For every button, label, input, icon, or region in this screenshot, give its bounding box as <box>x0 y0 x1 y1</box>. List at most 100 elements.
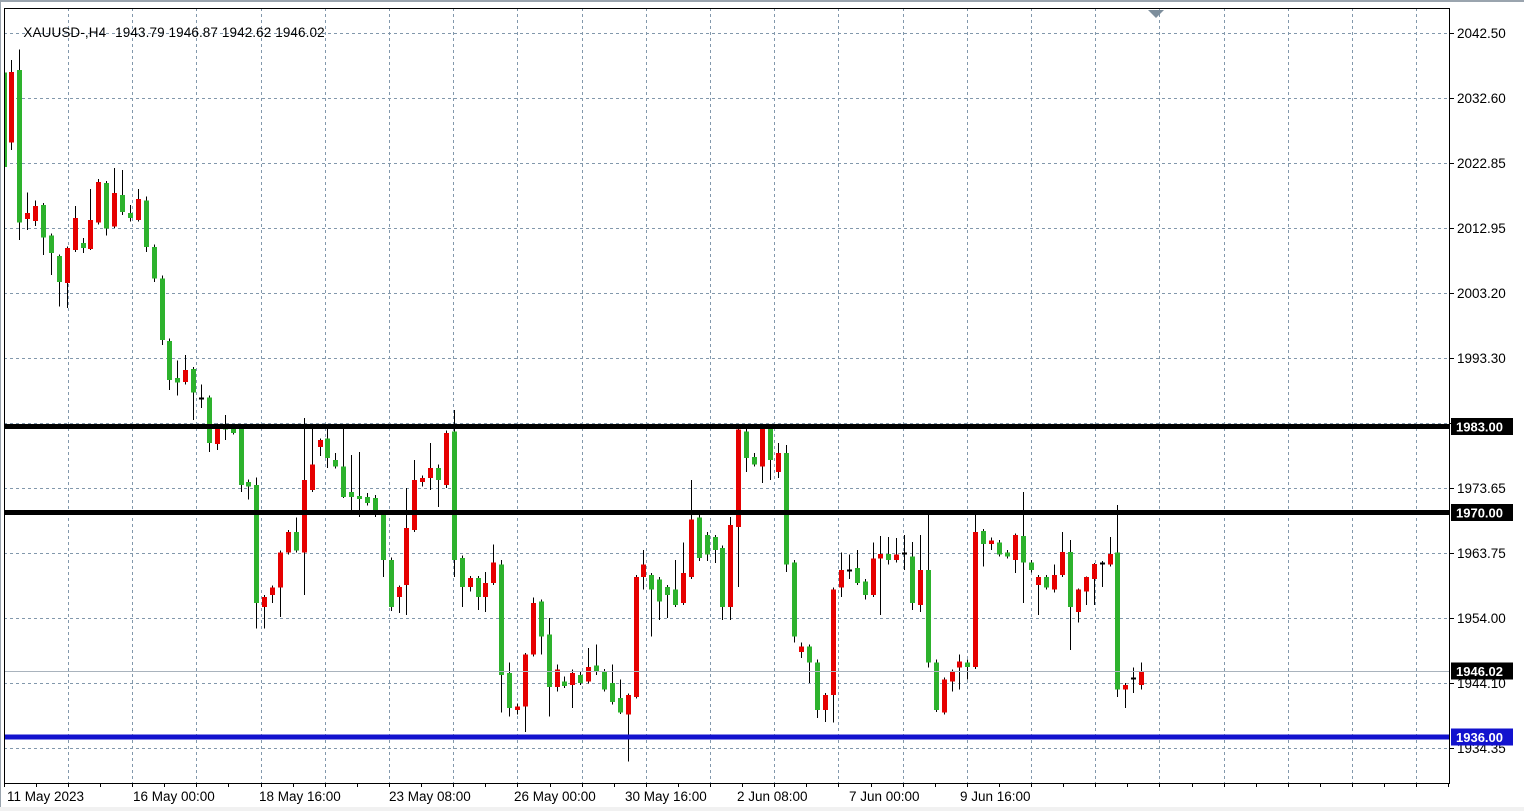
candle <box>626 693 631 762</box>
candle <box>175 360 180 396</box>
bear-candle-body <box>452 431 457 560</box>
candle <box>531 597 536 657</box>
bull-candle-body <box>823 694 828 710</box>
bear-candle-body <box>128 212 133 219</box>
bull-candle-body <box>894 554 899 560</box>
candle <box>713 534 718 564</box>
bear-candle-body <box>254 485 259 603</box>
candle <box>799 642 804 658</box>
symbol-period-label: XAUUSD-,H4 <box>23 25 107 40</box>
candle <box>697 514 702 562</box>
bear-candle-body <box>207 397 212 443</box>
bull-candle-body <box>634 577 639 697</box>
window-frame-top <box>0 0 1524 2</box>
bear-candle-body <box>246 481 251 487</box>
bear-candle-body <box>1021 536 1026 563</box>
time-tick-label: 23 May 08:00 <box>389 789 471 804</box>
price-label-badge: 1946.02 <box>1451 662 1513 680</box>
bull-candle-body <box>728 524 733 607</box>
price-level-line[interactable] <box>4 734 1449 740</box>
candle <box>681 542 686 605</box>
candle <box>728 516 733 621</box>
price-tick-label: 1954.00 <box>1457 611 1506 626</box>
bull-candle-body <box>831 589 836 695</box>
bear-candle-body <box>191 368 196 393</box>
candle <box>768 425 773 480</box>
chart-shift-marker-icon[interactable] <box>1148 10 1164 18</box>
candle <box>270 585 275 603</box>
price-tick-label: 1963.75 <box>1457 546 1506 561</box>
bull-candle-body <box>318 440 323 447</box>
candle <box>428 442 433 490</box>
candle <box>341 427 346 498</box>
candle <box>863 579 868 600</box>
bear-candle-body <box>673 589 678 605</box>
candle <box>136 189 141 222</box>
candle <box>1068 540 1073 650</box>
bull-candle-body <box>1060 551 1065 576</box>
bear-candle-body <box>365 497 370 504</box>
candle <box>720 545 725 621</box>
price-level-line[interactable] <box>4 423 1449 429</box>
candle <box>784 444 789 572</box>
time-tick-label: 26 May 00:00 <box>514 789 596 804</box>
price-tick-label: 2022.85 <box>1457 156 1506 171</box>
candle <box>1076 588 1081 623</box>
candle <box>191 366 196 420</box>
price-level-line[interactable] <box>4 509 1449 515</box>
bear-candle-body <box>5 72 7 168</box>
candle <box>254 477 259 629</box>
plot-area[interactable] <box>4 8 1449 783</box>
candle <box>444 430 449 488</box>
candle <box>468 575 473 592</box>
bull-candle-body <box>1092 563 1097 580</box>
candle <box>452 409 457 578</box>
price-label-badge: 1936.00 <box>1451 728 1513 746</box>
bull-candle-body <box>1076 589 1081 613</box>
bull-candle-body <box>1052 575 1057 590</box>
bear-candle-body <box>294 532 299 551</box>
candles-series <box>5 49 1144 762</box>
price-tick-label: 1973.65 <box>1457 481 1506 496</box>
candle <box>112 167 117 229</box>
candle <box>1036 575 1041 615</box>
candle <box>539 599 544 655</box>
bull-candle-body <box>523 654 528 707</box>
candle <box>618 679 623 714</box>
bull-candle-body <box>491 562 496 584</box>
candle <box>294 517 299 553</box>
candle <box>831 587 836 723</box>
candle <box>207 395 212 453</box>
bull-candle-body <box>776 452 781 472</box>
candle <box>649 573 654 637</box>
bear-candle-body <box>341 466 346 498</box>
candle <box>878 536 883 615</box>
bull-candle-body <box>973 532 978 668</box>
candle <box>286 530 291 555</box>
bear-candle-body <box>1029 562 1034 570</box>
bull-candle-body <box>286 532 291 553</box>
candle <box>1029 559 1034 573</box>
candle <box>689 479 694 580</box>
candle <box>397 585 402 613</box>
time-axis[interactable]: 11 May 2023 16 May 00:00 18 May 16:00 23 Ma… <box>4 783 1449 804</box>
candle <box>81 237 86 254</box>
bull-candle-body <box>989 540 994 545</box>
bull-candle-body <box>1123 684 1128 690</box>
candle <box>436 464 441 508</box>
candle <box>665 585 670 619</box>
bear-candle-body <box>57 255 62 283</box>
bear-candle-body <box>507 672 512 709</box>
bear-candle-body <box>886 553 891 560</box>
candle <box>278 550 283 617</box>
candle <box>815 659 820 718</box>
time-tick-label: 16 May 00:00 <box>133 789 215 804</box>
bull-candle-body <box>112 192 117 227</box>
bull-candle-body <box>270 587 275 595</box>
candle <box>88 189 93 250</box>
candle <box>926 512 931 668</box>
bear-candle-body <box>713 536 718 550</box>
price-axis[interactable]: 2042.50 2032.60 2022.85 2012.95 2003.20 1993.… <box>1449 26 1513 756</box>
bear-candle-body <box>1005 552 1010 557</box>
